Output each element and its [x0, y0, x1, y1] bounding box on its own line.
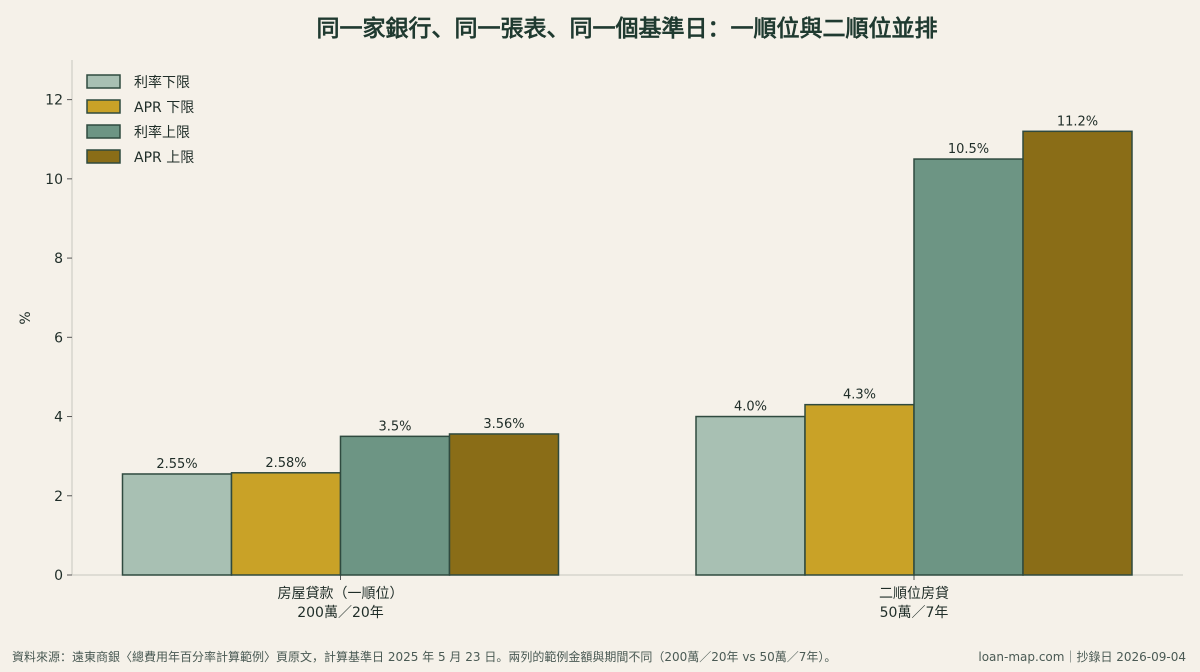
bar-data-label: 3.56%: [483, 417, 524, 432]
bar: [448, 433, 560, 576]
legend-label: 利率下限: [134, 74, 190, 91]
y-tick-label: 6: [54, 330, 63, 346]
y-tick-label: 2: [54, 489, 63, 505]
y-axis-label: %: [18, 311, 34, 324]
footer-source-note: 資料來源：遠東商銀〈總費用年百分率計算範例〉頁原文，計算基準日 2025 年 5…: [12, 649, 836, 664]
legend-swatch: [86, 74, 121, 89]
footer-site-credit: loan-map.com｜抄錄日 2026-09-04: [978, 649, 1186, 664]
bar-data-label: 10.5%: [948, 142, 989, 157]
bar-data-label: 11.2%: [1057, 114, 1098, 129]
legend-label: 利率上限: [134, 124, 190, 141]
legend-label: APR 下限: [134, 100, 194, 116]
bar: [1022, 130, 1133, 576]
bar: [913, 158, 1024, 576]
x-tick-label: 50萬／7年: [880, 605, 949, 621]
axes: 0 2 4 6 8 10 12 房屋貸款（一順位） 200萬／20年 二順位房貸 50萬／7年: [45, 60, 1183, 621]
y-tick-label: 8: [54, 251, 63, 267]
x-tick-label: 200萬／20年: [297, 605, 384, 621]
legend-swatch: [86, 124, 121, 139]
y-tick-label: 0: [54, 568, 63, 584]
legend-label: APR 上限: [134, 150, 194, 166]
y-tick-label: 4: [54, 410, 63, 426]
bar-data-label: 4.3%: [843, 388, 876, 403]
bar: [230, 472, 342, 576]
legend-swatch: [86, 99, 121, 114]
y-tick-label: 10: [45, 172, 63, 188]
bar: [339, 435, 451, 576]
bar: [695, 415, 806, 576]
y-tick-label: 12: [45, 93, 63, 109]
x-tick-label: 房屋貸款（一順位）: [278, 586, 404, 602]
bars: 2.55% 2.58% 3.5% 3.56% 4.0% 4.3% 10.5% 11.2%: [121, 114, 1133, 576]
bar-data-label: 3.5%: [378, 419, 411, 434]
legend-swatch: [86, 149, 121, 164]
bar-data-label: 2.55%: [156, 457, 197, 472]
bar: [121, 473, 233, 576]
bar: [804, 403, 915, 576]
bar-data-label: 4.0%: [734, 400, 767, 415]
chart-title: 同一家銀行、同一張表、同一個基準日：一順位與二順位並排: [317, 15, 938, 42]
bar-data-label: 2.58%: [265, 456, 306, 471]
x-tick-label: 二順位房貸: [879, 586, 949, 602]
